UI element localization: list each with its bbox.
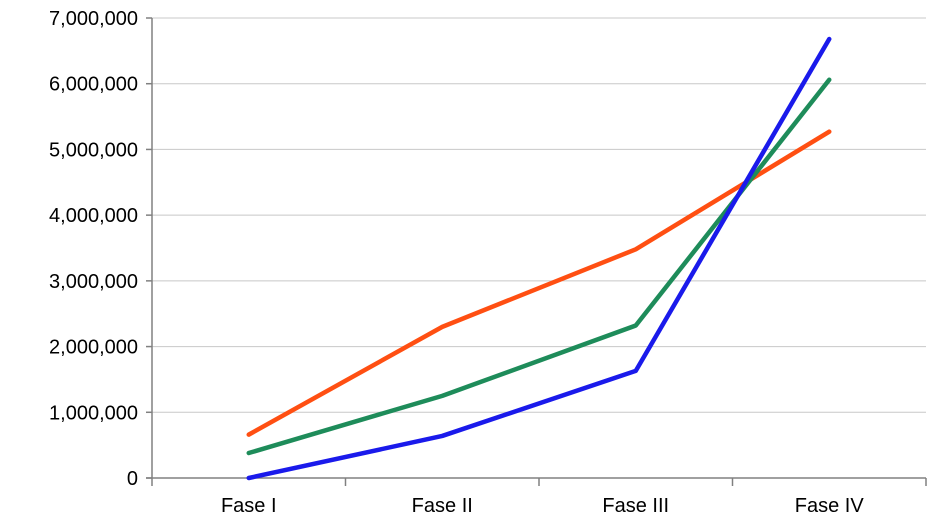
x-tick-label: Fase I — [221, 495, 277, 517]
y-axis-tick-labels: 0 1,000,000 2,000,000 3,000,000 4,000,000 5,0… — [49, 8, 138, 490]
axes — [146, 18, 926, 479]
y-tick-label: 4,000,000 — [49, 205, 138, 227]
y-tick-label: 7,000,000 — [49, 8, 138, 30]
x-tick-label: Fase II — [412, 495, 473, 517]
series-line-2 — [246, 77, 832, 456]
y-tick-label: 2,000,000 — [49, 337, 138, 359]
y-tick-label: 1,000,000 — [49, 402, 138, 424]
gridlines — [146, 17, 926, 479]
series-line-3 — [246, 36, 832, 481]
y-tick-label: 3,000,000 — [49, 271, 138, 293]
y-tick-label: 0 — [127, 468, 138, 490]
y-tick-label: 6,000,000 — [49, 74, 138, 96]
series-lines — [246, 36, 832, 481]
x-tick-label: Fase IV — [795, 495, 865, 517]
x-axis-tick-marks — [151, 478, 927, 486]
x-axis-tick-labels: Fase I Fase II Fase III Fase IV — [221, 495, 864, 517]
y-tick-label: 5,000,000 — [49, 139, 138, 161]
x-tick-label: Fase III — [602, 495, 669, 517]
series-line-1 — [246, 129, 832, 437]
